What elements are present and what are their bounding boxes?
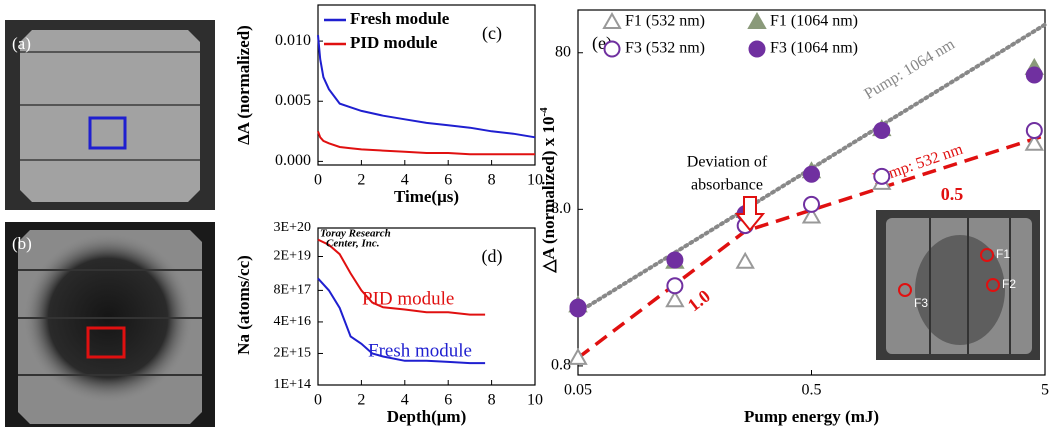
callout: absorbance <box>691 177 763 194</box>
plot-frame <box>317 227 536 386</box>
x-axis-label: Pump energy (mJ) <box>744 407 879 426</box>
series-label: PID module <box>362 288 454 309</box>
marker <box>666 277 684 295</box>
legend-label: Fresh module <box>350 9 450 28</box>
fit-line-label: Pump: 1064 nm <box>861 35 958 103</box>
series-line <box>317 130 535 156</box>
y-tick-label: 2E+15 <box>274 346 311 361</box>
image-label: (a) <box>12 34 31 53</box>
inset-label: F3 <box>914 296 928 310</box>
marker <box>748 40 766 58</box>
inset-marker <box>980 248 994 262</box>
image-b: (b) <box>5 222 215 427</box>
callout: Deviation of <box>687 154 768 171</box>
marker <box>801 206 822 224</box>
series-label: Fresh module <box>368 340 472 361</box>
y-tick-label: 1E+14 <box>274 377 311 392</box>
x-tick-label: 10 <box>527 172 543 189</box>
y-axis-label: Na (atoms/cc) <box>234 255 253 355</box>
x-tick-label: 0 <box>314 172 322 189</box>
y-tick-label: 4E+16 <box>274 314 311 329</box>
inset-image <box>876 210 1040 360</box>
y-tick-label: 0.005 <box>275 92 311 109</box>
marker <box>873 122 891 140</box>
marker <box>602 11 622 29</box>
marker <box>568 347 588 365</box>
y-axis-label-text: △A (normalized) x 10 <box>539 117 558 274</box>
x-tick-label: 0.5 <box>802 382 822 399</box>
image-a: (a) <box>5 20 215 210</box>
legend-label: PID module <box>350 33 438 52</box>
series-line <box>317 238 486 316</box>
x-tick-label: 2 <box>357 172 365 189</box>
panel-label: (c) <box>482 23 502 44</box>
y-tick-label: 3E+20 <box>274 220 311 235</box>
y-tick-label: 8E+17 <box>274 283 311 298</box>
x-tick-label: 8 <box>488 172 496 189</box>
y-tick-label: 8.0 <box>551 200 571 217</box>
y-tick-label: 0.8 <box>551 357 571 374</box>
y-tick-label: 80 <box>555 43 571 60</box>
marker <box>747 11 767 29</box>
inset-marker <box>986 278 1000 292</box>
slope-label: 0.5 <box>941 184 964 204</box>
x-axis-label: Depth(μm) <box>387 407 467 426</box>
x-tick-label: 0 <box>314 392 322 409</box>
y-axis-label-text: Na (atoms/cc) <box>234 255 253 355</box>
inset-marker <box>898 283 912 297</box>
y-axis-label: △A (normalized) x 10-4 <box>538 107 558 274</box>
legend-label: F1 (1064 nm) <box>770 13 858 30</box>
plot-frame <box>317 4 536 166</box>
marker <box>1025 122 1043 140</box>
annotation: Toray Research <box>320 228 391 240</box>
marker <box>666 251 684 269</box>
x-tick-label: 0.05 <box>564 382 592 399</box>
x-axis-label: Time(μs) <box>394 187 459 206</box>
x-tick-label: 5 <box>1041 382 1049 399</box>
marker <box>873 167 891 185</box>
x-tick-label: 4 <box>401 172 409 189</box>
inset-label: F1 <box>996 247 1010 261</box>
inset-label: F2 <box>1002 277 1016 291</box>
y-tick-label: 0.010 <box>275 32 311 49</box>
x-tick-label: 4 <box>401 392 409 409</box>
annotation: Center, Inc. <box>326 238 379 250</box>
marker <box>603 40 621 58</box>
marker <box>803 165 820 183</box>
callout-arrow <box>734 196 766 232</box>
x-tick-label: 10 <box>527 392 543 409</box>
marker <box>1025 66 1043 84</box>
x-tick-label: 2 <box>357 392 365 409</box>
image-label: (b) <box>12 234 32 253</box>
y-tick-label: 0.000 <box>275 152 311 169</box>
y-axis-label-superscript: -4 <box>538 107 550 117</box>
legend-label: F3 (1064 nm) <box>770 40 858 57</box>
y-axis-label-text: ΔA (normalized) <box>234 25 253 145</box>
marker <box>803 195 820 213</box>
series-line <box>317 277 486 365</box>
marker <box>569 298 587 316</box>
legend-label: F3 (532 nm) <box>625 40 705 57</box>
y-tick-label: 2E+19 <box>274 249 311 264</box>
marker <box>665 290 685 308</box>
x-tick-label: 6 <box>444 392 452 409</box>
x-tick-label: 6 <box>444 172 452 189</box>
slope-label: 1.0 <box>684 286 714 316</box>
x-tick-label: 8 <box>488 392 496 409</box>
y-axis-label: ΔA (normalized) <box>234 25 253 145</box>
series-line <box>317 35 536 139</box>
legend-label: F1 (532 nm) <box>625 13 705 30</box>
marker <box>1024 133 1045 151</box>
panel-label: (d) <box>482 246 503 267</box>
marker <box>735 251 755 269</box>
